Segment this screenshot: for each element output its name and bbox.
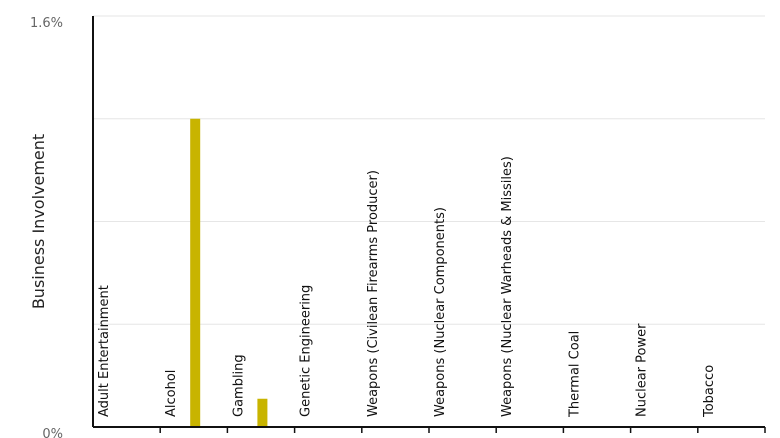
category-labels: Adult Entertainment Alcohol Gambling Geneti… [97,156,717,418]
y-axis-title: Business Involvement [29,134,48,309]
category-label: Tobacco [702,365,717,418]
category-label: Nuclear Power [635,323,650,417]
category-label: Thermal Coal [567,331,582,418]
y-tick-label-max: 1.6% [30,16,63,31]
category-label: Adult Entertainment [97,285,112,417]
category-label: Weapons (Nuclear Components) [433,207,448,417]
category-label: Weapons (Nuclear Warheads & Missiles) [500,156,515,417]
grid-lines [93,15,765,325]
category-label: Genetic Engineering [299,285,314,417]
category-label: Weapons (Civilean Firearms Producer) [366,170,381,417]
category-label: Alcohol [164,370,179,417]
bar [257,398,268,427]
y-tick-label-min: 0% [42,427,63,438]
bars [190,118,268,427]
category-label: Gambling [231,354,246,417]
bar [190,118,201,427]
